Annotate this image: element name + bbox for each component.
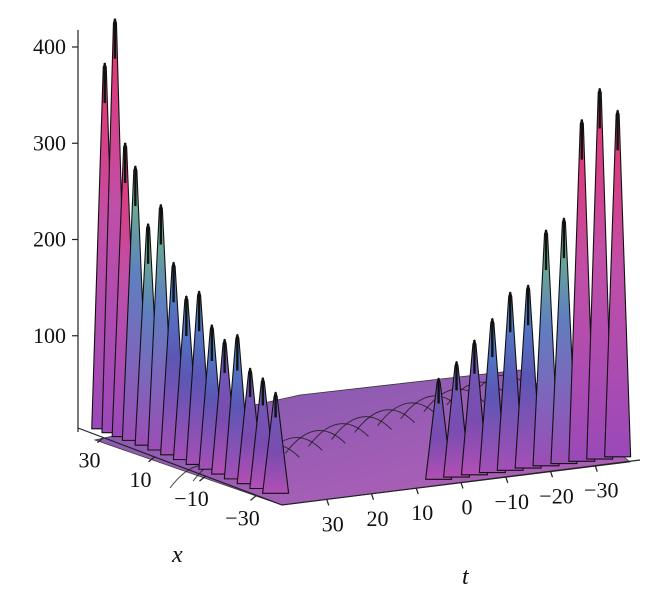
floor-ripple (331, 416, 392, 440)
x-tick-label: 10 (130, 467, 152, 492)
floor-ripple (308, 423, 369, 447)
t-tick-label: 20 (367, 506, 389, 531)
z-axis: 100 200 300 400 (33, 30, 79, 432)
z-tick-label: 400 (33, 34, 66, 59)
floor-ripple (354, 409, 415, 433)
t-tick-mark (505, 476, 509, 484)
t-tick-mark (549, 471, 554, 478)
x-axis-label: x (171, 542, 183, 568)
t-tick-label: 30 (322, 511, 344, 536)
x-tick-mark (250, 494, 257, 501)
t-tick-mark (370, 493, 375, 500)
t-tick-label: −10 (495, 489, 529, 514)
left-wall-peaks (91, 18, 290, 494)
t-tick-label: 10 (411, 500, 433, 525)
base-axes (77, 427, 641, 506)
x-tick-label: −30 (225, 505, 259, 530)
x-tick-label: 30 (79, 448, 101, 473)
z-tick-label: 200 (33, 227, 66, 252)
t-tick-label: −20 (539, 483, 573, 508)
z-tick-label: 100 (33, 323, 66, 348)
t-tick-mark (415, 487, 419, 495)
z-tick-label: 300 (33, 130, 66, 155)
x-tick-mark (199, 475, 206, 482)
right-wall-peaks (425, 87, 632, 480)
x-tick-label: −10 (174, 486, 208, 511)
floor-ripple (284, 430, 346, 454)
t-tick-mark (460, 482, 464, 489)
t-axis-label: t (462, 564, 470, 590)
t-tick-label: 0 (462, 495, 473, 520)
x-axis-ticks: 30 10 −10 −30 (79, 437, 260, 530)
right-wall-peak (604, 109, 632, 458)
t-tick-label: −30 (584, 478, 618, 503)
floor-ripple (377, 402, 439, 426)
t-tick-mark (594, 465, 598, 472)
t-tick-mark (326, 499, 330, 506)
x-tick-mark (148, 456, 155, 463)
x-tick-mark (97, 437, 104, 444)
t-axis-ticks: 30 20 10 0 −10 −20 −30 (322, 465, 618, 536)
